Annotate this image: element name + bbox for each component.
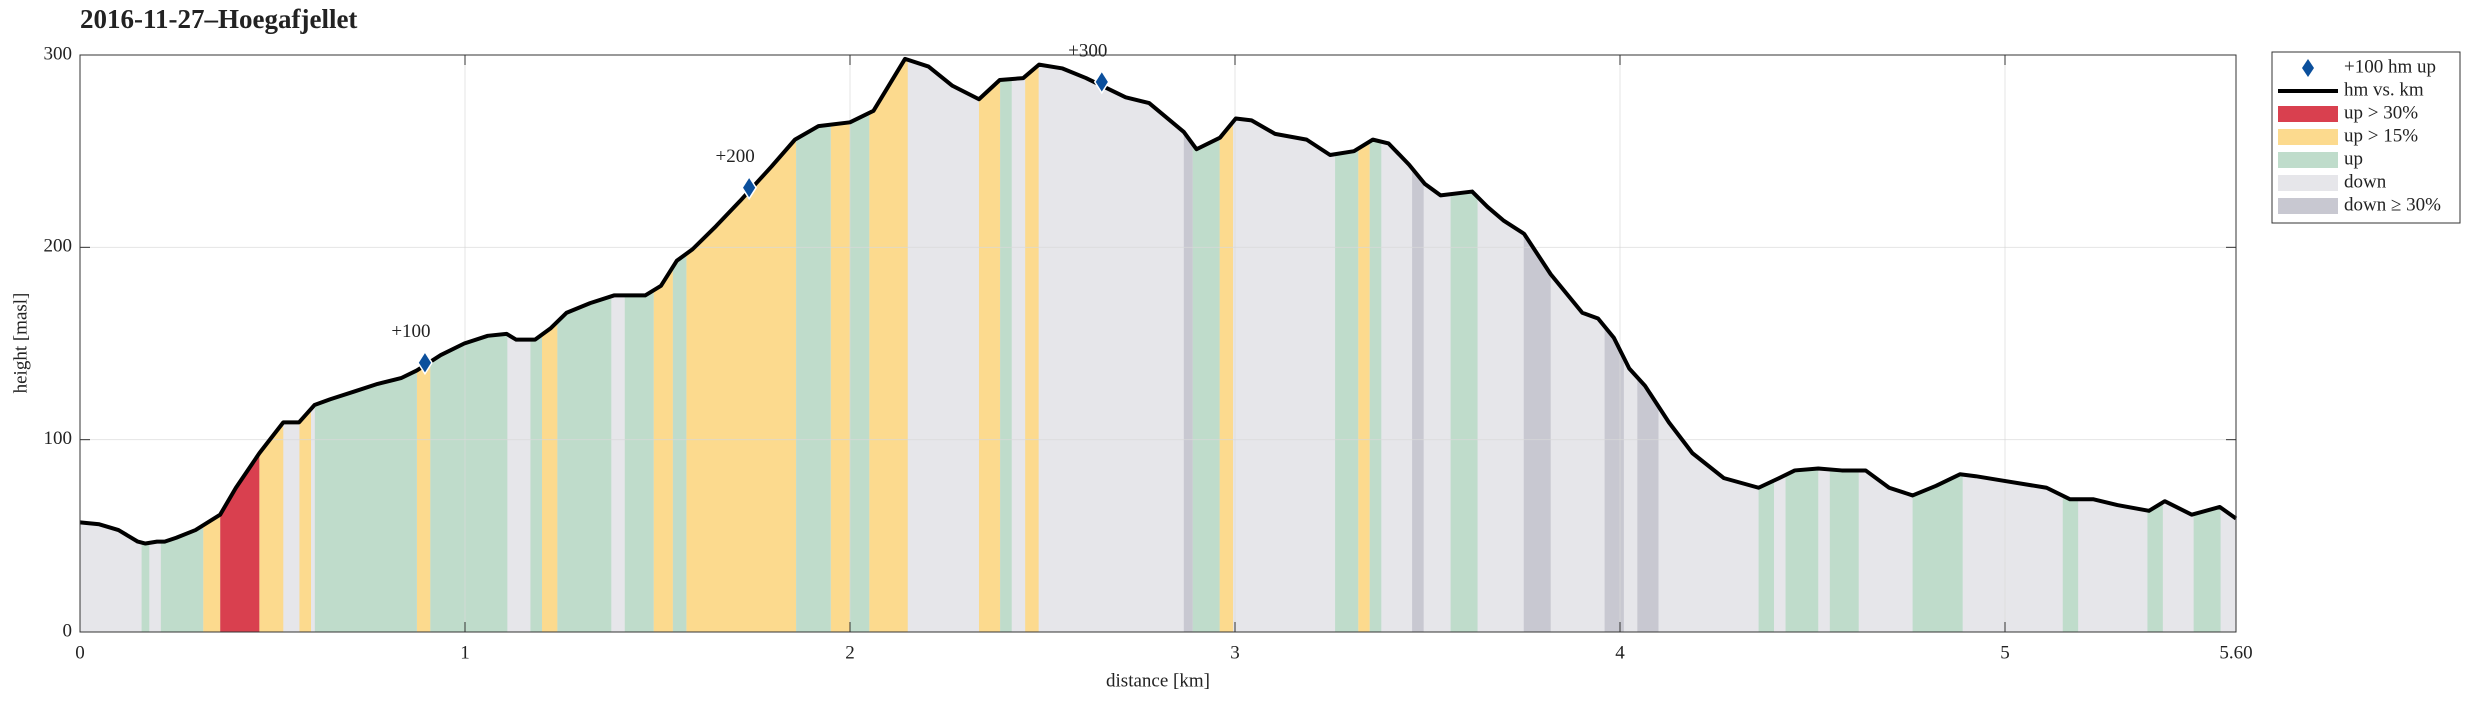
legend-swatch (2278, 129, 2338, 145)
slope-band (1192, 137, 1220, 632)
slope-band (672, 253, 687, 633)
slope-band (1604, 326, 1624, 632)
marker (417, 350, 433, 376)
y-axis-label: height [masl] (10, 293, 31, 394)
legend-label: up > 15% (2344, 125, 2418, 146)
slope-band (869, 58, 908, 632)
slope-band (624, 290, 654, 632)
x-tick-label: 5 (2000, 642, 2010, 663)
y-tick-label: 100 (44, 428, 73, 449)
slope-band (850, 112, 870, 632)
x-axis-label: distance [km] (1106, 670, 1210, 691)
x-tick-label: 4 (1615, 642, 1625, 663)
slope-band (1183, 131, 1193, 632)
slope-band (2147, 502, 2163, 632)
x-tick-label: 2 (845, 642, 855, 663)
slope-band (1412, 168, 1424, 632)
marker-label: +300 (1068, 40, 1107, 61)
marker (1093, 69, 1110, 95)
slope-band (2193, 506, 2221, 632)
legend-marker (2302, 59, 2314, 77)
slope-band (1758, 480, 1774, 632)
slope-band (1829, 469, 1859, 632)
slope-band (1912, 474, 1963, 632)
slope-band (557, 296, 612, 632)
legend-label: hm vs. km (2344, 79, 2424, 100)
slope-band (1637, 377, 1659, 632)
slope-band (530, 334, 542, 632)
slope-band (1450, 191, 1478, 632)
down-area (80, 58, 2236, 632)
slope-band (978, 79, 1001, 632)
y-tick-label: 300 (44, 43, 73, 64)
marker (741, 175, 758, 201)
marker-label: +100 (391, 321, 430, 342)
slope-band (2062, 495, 2079, 632)
x-tick-label: 0 (75, 642, 85, 663)
legend-label: up (2344, 148, 2363, 169)
legend-label: +100 hm up (2344, 56, 2436, 77)
legend-swatch (2278, 198, 2338, 214)
legend-label: down (2344, 171, 2387, 192)
slope-band (1358, 141, 1370, 632)
slope-band (686, 138, 797, 632)
slope-band (1523, 233, 1551, 633)
slope-band (1025, 64, 1039, 632)
slope-band (430, 333, 508, 632)
marker-label: +200 (716, 146, 755, 167)
slope-band (160, 525, 204, 632)
slope-band (141, 542, 150, 632)
legend-swatch (2278, 175, 2338, 191)
slope-band (1335, 148, 1359, 632)
x-tick-label: 3 (1230, 642, 1240, 663)
x-tick-label: 1 (460, 642, 470, 663)
slope-band (314, 370, 417, 632)
slope-band (259, 422, 284, 632)
y-tick-label: 0 (63, 620, 73, 641)
slope-band (796, 124, 831, 632)
profile-line (79, 56, 2238, 546)
slope-band (203, 514, 221, 632)
slope-band (299, 408, 311, 632)
chart-title: 2016-11-27–Hoegafjellet (80, 4, 357, 34)
slope-band (1000, 79, 1012, 633)
y-tick-label: 200 (44, 236, 73, 257)
plot-frame (79, 54, 2237, 633)
slope-band (1219, 121, 1234, 633)
x-tick-label: 5.60 (2219, 642, 2252, 663)
slope-band (416, 361, 431, 632)
legend-label: up > 30% (2344, 102, 2418, 123)
legend-swatch (2278, 106, 2338, 122)
slope-band (1785, 468, 1819, 632)
legend-label: down ≥ 30% (2344, 194, 2441, 215)
slope-band (220, 453, 260, 632)
slope-band (830, 122, 850, 633)
slope-band (653, 266, 673, 632)
slope-band (1369, 139, 1382, 633)
legend-swatch (2278, 152, 2338, 168)
slope-band (542, 321, 558, 632)
